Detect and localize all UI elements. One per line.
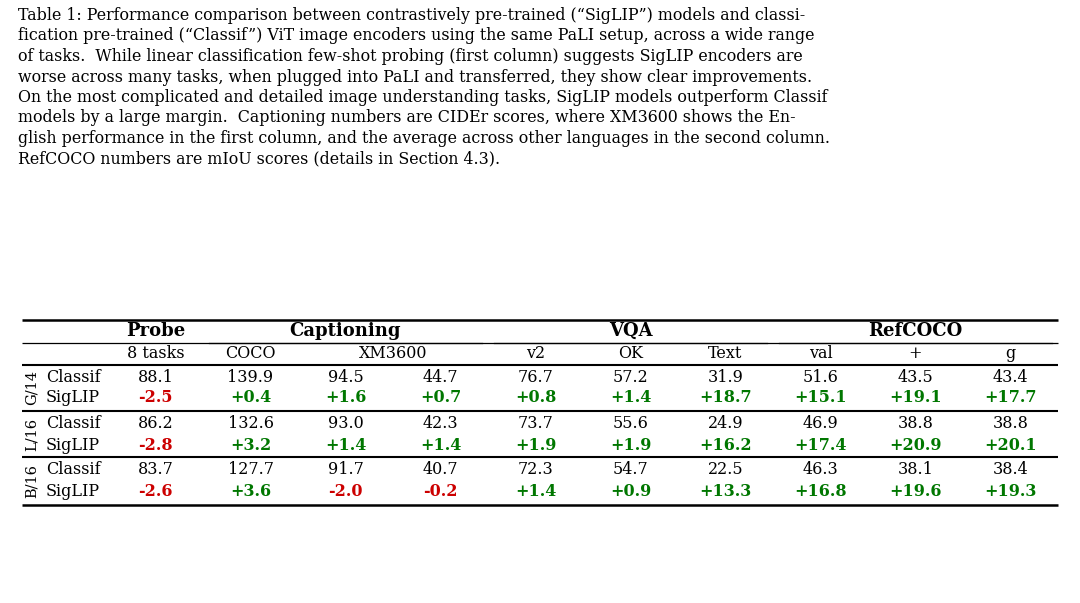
Text: 86.2: 86.2 [137, 415, 174, 432]
Text: +3.2: +3.2 [230, 437, 271, 453]
Text: -2.6: -2.6 [138, 482, 173, 499]
Text: 76.7: 76.7 [517, 368, 553, 385]
Text: of tasks.  While linear classification few-shot probing (first column) suggests : of tasks. While linear classification fe… [18, 48, 802, 65]
Text: -2.5: -2.5 [138, 390, 173, 406]
Text: +19.6: +19.6 [889, 482, 942, 499]
Text: val: val [809, 344, 833, 362]
Text: +20.9: +20.9 [889, 437, 942, 453]
Text: 38.8: 38.8 [993, 415, 1028, 432]
Text: +1.4: +1.4 [325, 437, 366, 453]
Text: 54.7: 54.7 [612, 461, 648, 479]
Text: Classif: Classif [45, 415, 100, 432]
Text: -2.8: -2.8 [138, 437, 173, 453]
Text: 31.9: 31.9 [707, 368, 743, 385]
Text: +1.4: +1.4 [610, 390, 651, 406]
Text: Classif: Classif [45, 461, 100, 479]
Text: RefCOCO numbers are mIoU scores (details in Section 4.3).: RefCOCO numbers are mIoU scores (details… [18, 151, 500, 168]
Text: models by a large margin.  Captioning numbers are CIDEr scores, where XM3600 sho: models by a large margin. Captioning num… [18, 110, 796, 127]
Text: 94.5: 94.5 [327, 368, 363, 385]
Text: +3.6: +3.6 [230, 482, 271, 499]
Text: +1.4: +1.4 [420, 437, 461, 453]
Text: 38.8: 38.8 [897, 415, 933, 432]
Text: 72.3: 72.3 [517, 461, 553, 479]
Text: OK: OK [618, 344, 643, 362]
Text: 46.9: 46.9 [802, 415, 838, 432]
Text: +1.9: +1.9 [610, 437, 651, 453]
Text: 93.0: 93.0 [327, 415, 363, 432]
Text: G/14: G/14 [25, 370, 39, 405]
Text: +1.6: +1.6 [325, 390, 366, 406]
Text: 44.7: 44.7 [422, 368, 458, 385]
Text: 43.4: 43.4 [993, 368, 1028, 385]
Text: +19.1: +19.1 [889, 390, 942, 406]
Text: +0.8: +0.8 [515, 390, 556, 406]
Text: +1.4: +1.4 [515, 482, 556, 499]
Text: 83.7: 83.7 [137, 461, 174, 479]
Text: 91.7: 91.7 [327, 461, 364, 479]
Text: Table 1: Performance comparison between contrastively pre-trained (“SigLIP”) mod: Table 1: Performance comparison between … [18, 7, 806, 24]
Text: 88.1: 88.1 [137, 368, 174, 385]
Text: 73.7: 73.7 [517, 415, 553, 432]
Text: 57.2: 57.2 [612, 368, 648, 385]
Text: +0.7: +0.7 [420, 390, 461, 406]
Text: 38.1: 38.1 [897, 461, 933, 479]
Text: glish performance in the first column, and the average across other languages in: glish performance in the first column, a… [18, 130, 831, 147]
Text: 43.5: 43.5 [897, 368, 933, 385]
Text: +13.3: +13.3 [700, 482, 752, 499]
Text: Classif: Classif [45, 368, 100, 385]
Text: 22.5: 22.5 [707, 461, 743, 479]
Text: B/16: B/16 [25, 464, 39, 497]
Text: SigLIP: SigLIP [46, 437, 100, 453]
Text: 51.6: 51.6 [802, 368, 838, 385]
Text: 132.6: 132.6 [228, 415, 273, 432]
Text: 24.9: 24.9 [707, 415, 743, 432]
Text: +20.1: +20.1 [984, 437, 1037, 453]
Text: v2: v2 [526, 344, 545, 362]
Text: +17.7: +17.7 [984, 390, 1037, 406]
Text: +1.9: +1.9 [515, 437, 556, 453]
Text: Text: Text [708, 344, 743, 362]
Text: On the most complicated and detailed image understanding tasks, SigLIP models ou: On the most complicated and detailed ima… [18, 89, 827, 106]
Text: -2.0: -2.0 [328, 482, 363, 499]
Text: +16.8: +16.8 [794, 482, 847, 499]
Text: worse across many tasks, when plugged into PaLI and transferred, they show clear: worse across many tasks, when plugged in… [18, 69, 812, 86]
Text: 46.3: 46.3 [802, 461, 838, 479]
Text: +18.7: +18.7 [699, 390, 752, 406]
Text: L/16: L/16 [25, 418, 39, 451]
Text: +15.1: +15.1 [794, 390, 847, 406]
Text: 139.9: 139.9 [228, 368, 273, 385]
Text: -0.2: -0.2 [423, 482, 458, 499]
Text: SigLIP: SigLIP [46, 390, 100, 406]
Text: +0.4: +0.4 [230, 390, 271, 406]
Text: 127.7: 127.7 [228, 461, 273, 479]
Text: Probe: Probe [126, 321, 185, 339]
Text: +: + [908, 344, 922, 362]
Text: Captioning: Captioning [289, 321, 402, 339]
Text: fication pre-trained (“Classif”) ViT image encoders using the same PaLI setup, a: fication pre-trained (“Classif”) ViT ima… [18, 28, 814, 45]
Text: SigLIP: SigLIP [46, 482, 100, 499]
Text: +16.2: +16.2 [699, 437, 752, 453]
Text: 42.3: 42.3 [422, 415, 458, 432]
Text: +19.3: +19.3 [984, 482, 1037, 499]
Text: XM3600: XM3600 [359, 344, 428, 362]
Text: 8 tasks: 8 tasks [126, 344, 185, 362]
Text: 40.7: 40.7 [422, 461, 458, 479]
Text: g: g [1005, 344, 1015, 362]
Text: +0.9: +0.9 [610, 482, 651, 499]
Text: +17.4: +17.4 [794, 437, 847, 453]
Text: COCO: COCO [226, 344, 275, 362]
Text: VQA: VQA [609, 321, 652, 339]
Text: RefCOCO: RefCOCO [868, 321, 962, 339]
Text: 38.4: 38.4 [993, 461, 1028, 479]
Text: 55.6: 55.6 [612, 415, 648, 432]
